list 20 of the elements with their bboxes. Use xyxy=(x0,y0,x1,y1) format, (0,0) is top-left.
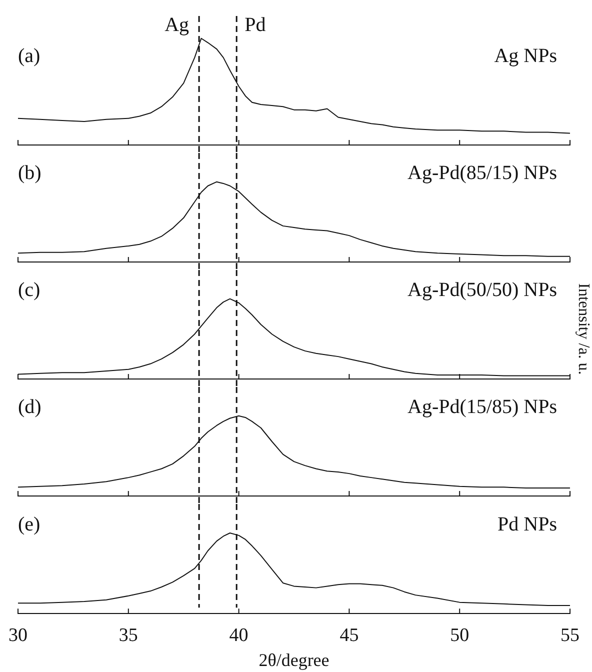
annotation: Ag-Pd(50/50) NPs xyxy=(408,279,558,301)
x-axis-title: 2θ/degree xyxy=(258,650,330,670)
ref-line-label: Ag xyxy=(164,14,190,36)
annotation: Ag NPs xyxy=(494,45,558,67)
y-axis-title: Intensity /a. u. xyxy=(574,282,592,374)
annotation: (b) xyxy=(18,162,42,184)
annotation: (d) xyxy=(18,396,42,418)
x-tick-label: 50 xyxy=(450,624,470,646)
annotation: (e) xyxy=(18,514,40,536)
annotation: (a) xyxy=(18,45,40,67)
x-tick-label: 30 xyxy=(8,624,28,646)
x-tick-label: 55 xyxy=(560,624,580,646)
ref-line-label: Pd xyxy=(244,14,266,36)
annotation: (c) xyxy=(18,279,40,301)
x-tick-label: 45 xyxy=(340,624,359,646)
annotation: Pd NPs xyxy=(498,514,558,536)
annotation: Ag-Pd(15/85) NPs xyxy=(408,396,558,418)
x-tick-label: 35 xyxy=(118,624,138,646)
x-tick-label: 40 xyxy=(229,624,248,646)
annotation: Ag-Pd(85/15) NPs xyxy=(408,162,558,184)
